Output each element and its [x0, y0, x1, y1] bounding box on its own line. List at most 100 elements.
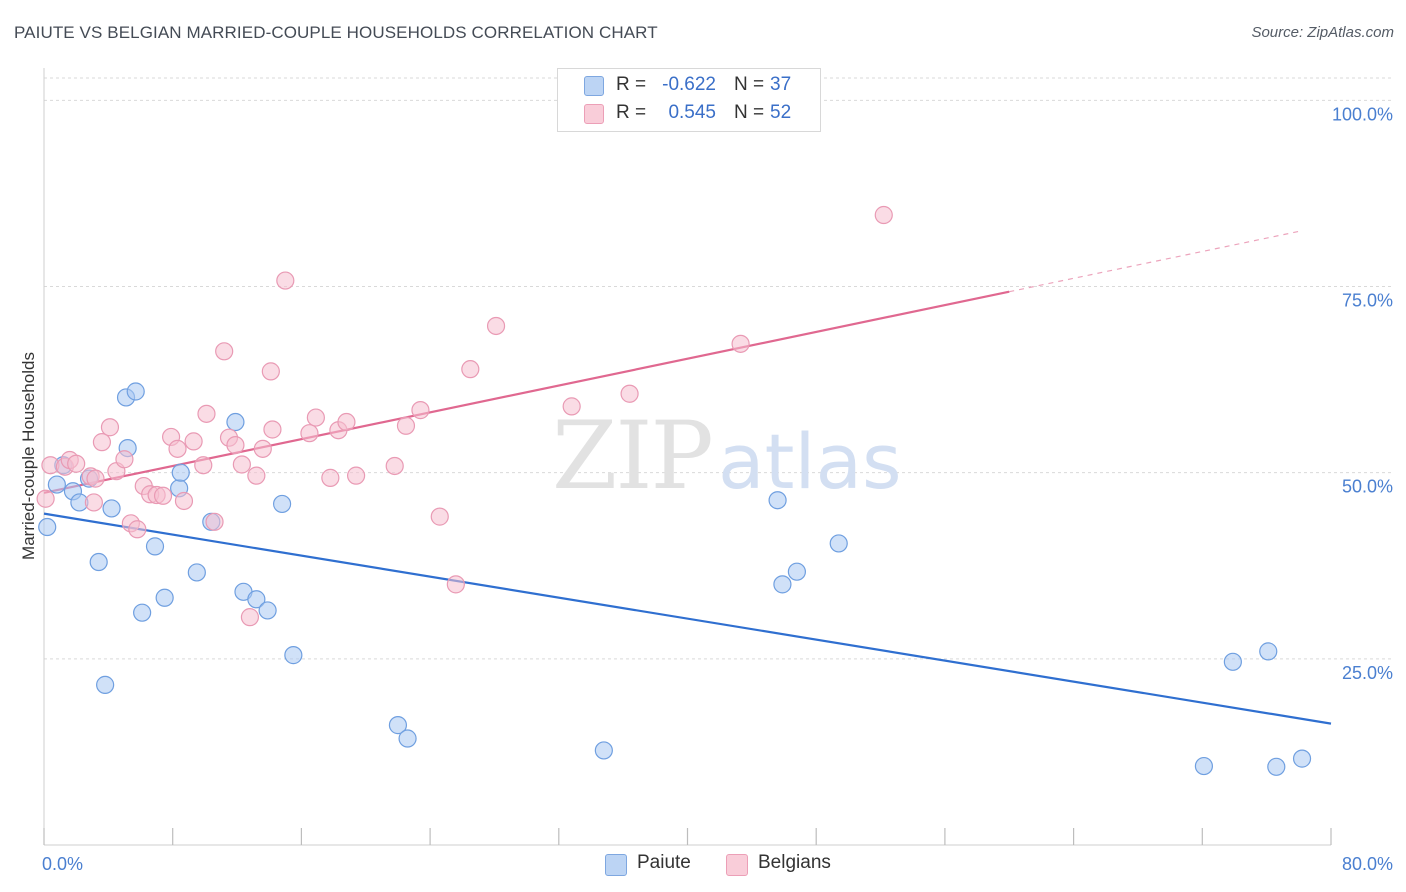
data-points	[36, 205, 1312, 776]
belgian-point	[232, 455, 251, 474]
paiute-point	[38, 517, 57, 537]
belgian-point	[385, 456, 404, 476]
paiute-swatch	[605, 854, 627, 876]
belgian-point	[411, 401, 430, 420]
series-legend: Paiute Belgians	[0, 852, 1406, 878]
belgian-point	[247, 466, 266, 485]
belgian-point	[430, 507, 449, 526]
paiute-point	[787, 562, 806, 581]
watermark: ZIP atlas	[552, 402, 902, 511]
belgian-point	[184, 432, 203, 451]
paiute-point	[187, 563, 206, 582]
r-label: R =	[616, 74, 647, 95]
paiute-point	[388, 716, 408, 735]
belgian-point	[84, 493, 103, 512]
paiute-point	[96, 675, 115, 694]
belgian-point	[253, 439, 272, 458]
legend-label-belgians: Belgians	[758, 852, 831, 873]
legend-label-paiute: Paiute	[637, 852, 691, 873]
belgian-point	[461, 360, 480, 379]
belgian-point	[67, 454, 86, 473]
paiute-point	[226, 412, 245, 432]
belgian-point	[306, 408, 325, 427]
paiute-point	[89, 552, 108, 572]
belgian-point	[100, 418, 120, 437]
paiute-point	[768, 491, 787, 510]
belgian-point	[174, 491, 194, 511]
belgian-point	[205, 512, 224, 531]
belgians-swatch	[726, 854, 748, 876]
belgian-point	[486, 316, 506, 336]
paiute-point	[155, 588, 174, 607]
belgian-point	[874, 205, 893, 225]
chart-title: PAIUTE VS BELGIAN MARRIED-COUPLE HOUSEHO…	[14, 23, 658, 42]
paiute-point	[1267, 757, 1286, 776]
belgian-point	[86, 469, 105, 488]
paiute-point	[398, 729, 417, 748]
belgian-point	[240, 608, 260, 627]
belgian-point	[276, 271, 295, 290]
belgian-point	[446, 575, 465, 594]
r-label: R =	[616, 102, 647, 123]
belgian-point	[153, 486, 173, 505]
n-value: 52	[770, 102, 792, 123]
y-axis-label: Married-couple Households	[19, 352, 38, 560]
watermark-atlas: atlas	[718, 417, 902, 506]
paiute-swatch	[584, 76, 604, 96]
gridlines	[44, 77, 1392, 660]
source-credit: Source: ZipAtlas.com	[1251, 24, 1394, 41]
belgian-point	[92, 433, 112, 452]
paiute-point	[773, 575, 792, 594]
r-value: -0.622	[662, 74, 716, 95]
watermark-zip: ZIP	[552, 402, 712, 511]
belgian-point	[115, 450, 134, 469]
y-tick-labels: 25.0% 50.0% 75.0% 100.0%	[1332, 104, 1393, 682]
belgian-point	[562, 397, 581, 416]
paiute-point	[1292, 749, 1312, 768]
paiute-point	[284, 646, 303, 665]
paiute-point	[258, 601, 277, 620]
paiute-point	[272, 494, 292, 514]
belgian-point	[300, 424, 319, 443]
paiute-point	[47, 475, 66, 494]
x-tick-label-max: 80.0%	[1342, 854, 1393, 874]
y-tick-label-75: 75.0%	[1342, 291, 1393, 311]
x-tick-label-min: 0.0%	[42, 854, 83, 874]
paiute-point	[171, 463, 190, 482]
y-tick-label-50: 50.0%	[1342, 477, 1393, 497]
paiute-point	[126, 382, 145, 401]
belgian-point	[128, 520, 147, 539]
paiute-point	[145, 537, 165, 556]
paiute-point	[133, 603, 152, 622]
belgian-point	[36, 489, 55, 508]
belgian-point	[197, 404, 216, 423]
paiute-point	[1223, 652, 1242, 671]
belgian-point	[194, 456, 213, 475]
belgian-point	[346, 466, 366, 485]
correlation-legend: R = -0.622 N = 37 R = 0.545 N = 52	[557, 68, 821, 132]
n-label: N =	[734, 74, 765, 95]
belgian-point	[226, 436, 245, 455]
trend-line-paiute	[43, 512, 1332, 725]
belgian-point	[337, 412, 356, 432]
paiute-point	[247, 590, 266, 609]
belgian-point	[263, 420, 282, 439]
r-value: 0.545	[668, 102, 716, 123]
belgian-point	[261, 362, 280, 381]
belgians-swatch	[584, 104, 604, 124]
paiute-point	[829, 534, 848, 553]
belgian-point	[731, 334, 750, 353]
belgian-point	[215, 342, 234, 361]
belgian-point	[620, 384, 639, 403]
paiute-point	[594, 741, 613, 760]
belgian-point	[396, 416, 416, 435]
x-ticks	[43, 828, 1332, 845]
n-value: 37	[770, 74, 792, 95]
belgian-point	[321, 468, 340, 487]
paiute-point	[102, 499, 121, 518]
n-label: N =	[734, 102, 765, 123]
paiute-point	[1259, 642, 1278, 661]
trend-line-extension-belgians	[1009, 230, 1299, 293]
paiute-point	[1194, 756, 1214, 776]
